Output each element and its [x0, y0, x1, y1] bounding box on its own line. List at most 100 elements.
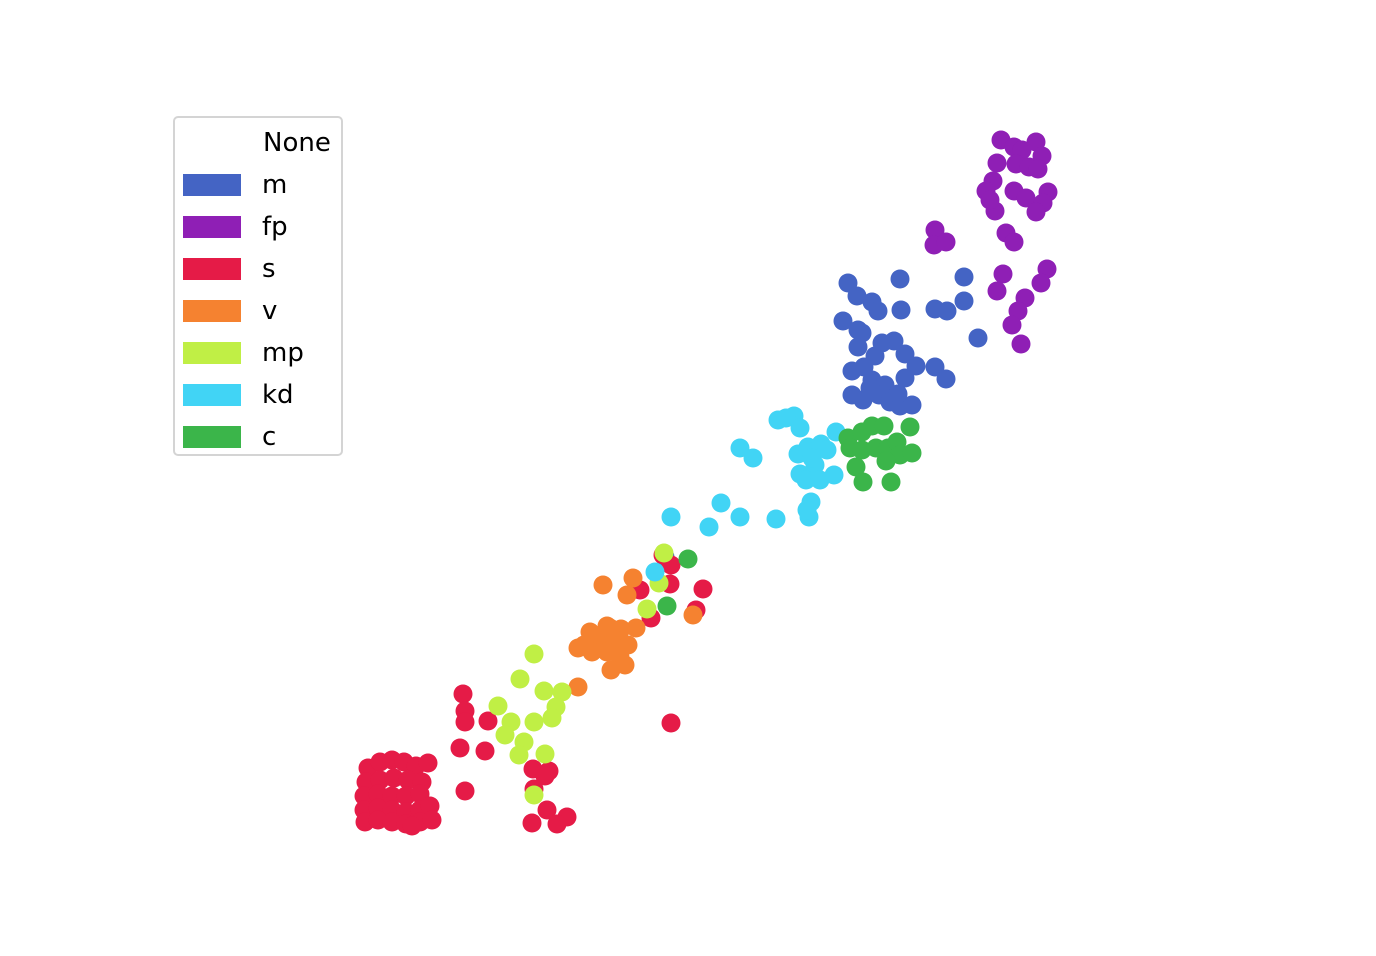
point-kd-23	[824, 465, 844, 485]
point-fp-29	[1011, 334, 1031, 354]
point-kd-3	[776, 408, 796, 428]
point-fp-25	[987, 281, 1007, 301]
point-kd-8	[699, 517, 719, 537]
series-fp	[924, 130, 1058, 354]
legend-swatch-mp	[183, 342, 241, 364]
point-c-17	[657, 596, 677, 616]
point-m-7	[937, 301, 957, 321]
series-mp	[488, 543, 674, 805]
point-kd-10	[766, 509, 786, 529]
point-s-12	[368, 784, 388, 804]
point-s-42	[522, 813, 542, 833]
point-m-21	[936, 369, 956, 389]
point-m-32	[902, 395, 922, 415]
point-s-13	[382, 786, 402, 806]
legend-swatch-m	[183, 174, 241, 196]
point-fp-17	[925, 220, 945, 240]
point-s-32	[450, 738, 470, 758]
point-c-15	[881, 472, 901, 492]
point-mp-9	[495, 725, 515, 745]
point-c-12	[876, 451, 896, 471]
point-v-19	[600, 618, 620, 638]
legend-swatch-s	[183, 258, 241, 280]
point-mp-13	[524, 785, 544, 805]
legend-label-kd: kd	[262, 380, 294, 410]
point-m-1	[847, 286, 867, 306]
point-s-50	[661, 713, 681, 733]
point-fp-21	[1004, 232, 1024, 252]
point-kd-6	[661, 507, 681, 527]
point-m-33	[860, 378, 880, 398]
point-m-14	[848, 337, 868, 357]
point-s-51	[402, 816, 422, 836]
point-fp-8	[1028, 159, 1048, 179]
point-kd-24	[645, 562, 665, 582]
series-kd	[645, 406, 846, 582]
point-v-1	[623, 568, 643, 588]
series-s	[354, 545, 713, 836]
legend-label-c: c	[262, 422, 277, 452]
point-m-10	[968, 328, 988, 348]
point-m-11	[833, 311, 853, 331]
point-s-21	[420, 796, 440, 816]
point-kd-9	[730, 507, 750, 527]
point-fp-24	[1031, 273, 1051, 293]
point-c-4	[900, 417, 920, 437]
point-s-14	[396, 786, 416, 806]
legend-swatch-v	[183, 300, 241, 322]
point-c-3	[874, 416, 894, 436]
point-m-9	[954, 291, 974, 311]
point-m-5	[891, 300, 911, 320]
point-kd-18	[817, 440, 837, 460]
point-c-14	[853, 472, 873, 492]
point-mp-3	[552, 682, 572, 702]
point-s-23	[368, 810, 388, 830]
point-m-18	[895, 344, 915, 364]
point-mp-8	[542, 708, 562, 728]
point-m-8	[954, 267, 974, 287]
point-kd-7	[711, 493, 731, 513]
legend-label-v: v	[262, 296, 278, 326]
point-s-11	[354, 786, 374, 806]
point-s-34	[455, 781, 475, 801]
legend-item-c: c	[175, 416, 341, 458]
point-m-4	[890, 269, 910, 289]
point-kd-2	[790, 418, 810, 438]
point-s-39	[537, 800, 557, 820]
legend-swatch-fp	[183, 216, 241, 238]
point-s-9	[398, 770, 418, 790]
point-v-15	[615, 655, 635, 675]
series-c	[657, 416, 922, 616]
point-mp-0	[524, 644, 544, 664]
point-fp-12	[1016, 188, 1036, 208]
point-c-16	[678, 549, 698, 569]
point-c-11	[902, 443, 922, 463]
point-v-6	[626, 618, 646, 638]
point-m-19	[906, 356, 926, 376]
point-mp-2	[534, 681, 554, 701]
point-m-16	[884, 331, 904, 351]
point-s-30	[455, 712, 475, 732]
point-mp-1	[510, 669, 530, 689]
legend-item-v: v	[175, 290, 341, 332]
point-s-31	[478, 711, 498, 731]
point-fp-16	[1026, 202, 1046, 222]
point-kd-5	[743, 448, 763, 468]
point-s-8	[384, 768, 404, 788]
point-mp-11	[509, 745, 529, 765]
point-v-0	[593, 575, 613, 595]
point-mp-16	[654, 543, 674, 563]
point-s-28	[453, 684, 473, 704]
point-fp-30	[980, 190, 1000, 210]
legend-label-fp: fp	[262, 212, 288, 242]
legend-item-mp: mp	[175, 332, 341, 374]
point-v-18	[574, 635, 594, 655]
point-s-41	[547, 814, 567, 834]
point-s-33	[475, 741, 495, 761]
point-c-6	[852, 440, 872, 460]
point-s-7	[370, 770, 390, 790]
point-s-27	[422, 810, 442, 830]
point-kd-13	[797, 500, 817, 520]
legend-item-fp: fp	[175, 206, 341, 248]
